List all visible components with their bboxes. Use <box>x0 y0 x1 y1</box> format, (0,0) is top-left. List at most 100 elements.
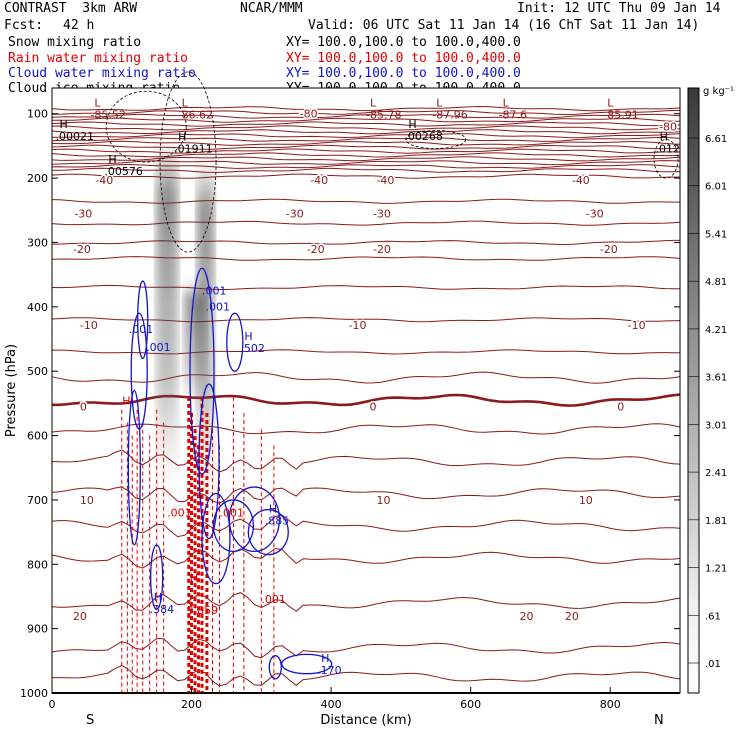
temperature-label: -20 <box>373 243 391 256</box>
isotherm-line <box>51 129 681 135</box>
extremum-value: -85.78 <box>366 109 401 122</box>
temperature-label: 0 <box>80 401 87 414</box>
extremum-value: .001 <box>167 506 192 519</box>
y-tick-label: 600 <box>27 430 48 443</box>
extremum-value: .502 <box>240 342 265 355</box>
extremum-mark: H <box>190 572 198 585</box>
temperature-label: -10 <box>349 319 367 332</box>
cloud-water-contour <box>150 544 164 610</box>
temperature-label: 10 <box>80 494 94 507</box>
colorbar-label: .01 <box>705 659 721 670</box>
extremum-value: .384 <box>150 603 175 616</box>
x-tick-label: 400 <box>321 698 342 711</box>
extremum-mark: L <box>436 97 443 110</box>
extremum-mark: L <box>607 97 614 110</box>
temperature-label: -20 <box>600 243 618 256</box>
extremum-mark: L <box>503 97 510 110</box>
temperature-label: -40 <box>376 174 394 187</box>
x-left-label: S <box>86 713 94 728</box>
y-tick-label: 300 <box>27 236 48 249</box>
cloud-water-contour <box>189 267 215 475</box>
legend-rain: Rain water mixing ratio <box>8 51 189 66</box>
temperature-label: -40 <box>95 174 113 187</box>
isotherm-line <box>51 637 681 659</box>
y-tick-label: 1000 <box>20 687 48 700</box>
temperature-label: -40 <box>572 174 590 187</box>
extremum-value: -86.62 <box>178 109 213 122</box>
temperature-label: -30 <box>286 208 304 221</box>
extremum-value: .00021 <box>55 130 94 143</box>
extremum-value: .01911 <box>174 143 213 156</box>
x-tick-label: 200 <box>181 698 202 711</box>
extremum-value: 3.859 <box>187 604 219 617</box>
extremum-value: .001 <box>129 323 154 336</box>
colorbar-label: 6.61 <box>705 134 727 145</box>
y-tick-label: 800 <box>27 558 48 571</box>
temperature-label: -10 <box>628 319 646 332</box>
cloud-water-contour <box>228 486 281 553</box>
colorbar-label: .61 <box>705 611 721 622</box>
cloud-water-contour <box>198 383 220 540</box>
isotherm-line <box>51 105 681 112</box>
legend-rain-xy: XY= 100.0,100.0 to 100.0,400.0 <box>286 51 521 66</box>
legend-cloud-water: Cloud water mixing ratio <box>8 66 196 81</box>
legend-cloud-water-xy: XY= 100.0,100.0 to 100.0,400.0 <box>286 66 521 81</box>
temperature-label: 10 <box>376 494 390 507</box>
extremum-value: .00268 <box>404 130 443 143</box>
temperature-label: 0 <box>369 401 376 414</box>
x-tick-label: 0 <box>49 698 56 711</box>
extremum-mark: H <box>154 591 162 604</box>
y-tick-label: 200 <box>27 172 48 185</box>
colorbar-label: 1.81 <box>705 516 727 527</box>
cloud-water-contour <box>130 312 148 430</box>
extremum-value: -87.6 <box>499 109 527 122</box>
x-tick-label: 800 <box>600 698 621 711</box>
isotherm-line <box>51 125 681 131</box>
extremum-value: .885 <box>265 515 290 528</box>
isotherm-line <box>51 109 681 116</box>
temperature-label: -30 <box>586 208 604 221</box>
temperature-label: -10 <box>80 319 98 332</box>
isotherm-line <box>51 133 681 139</box>
legend-snow: Snow mixing ratio <box>8 35 142 50</box>
temperature-label: -80 <box>659 121 677 134</box>
cloud-water-contour <box>212 499 255 553</box>
fcst-value: 42 h <box>63 18 95 33</box>
fcst-label: Fcst: <box>4 18 44 33</box>
y-tick-label: 400 <box>27 301 48 314</box>
colorbar-label: 2.41 <box>705 468 727 479</box>
colorbar-label: 5.41 <box>705 229 727 240</box>
cloud-water-contour <box>127 389 141 546</box>
snow-plume <box>156 142 179 488</box>
cloud-ice-contour <box>105 90 187 163</box>
colorbar-label: 1.21 <box>705 564 727 575</box>
y-tick-label: 900 <box>27 623 48 636</box>
plot-frame <box>51 87 681 694</box>
isotherm-line <box>51 137 681 142</box>
extremum-mark: L <box>370 97 377 110</box>
cloud-ice-contour <box>405 130 467 149</box>
valid-time: Valid: 06 UTC Sat 11 Jan 14 (16 ChT Sat … <box>308 18 700 33</box>
isotherm-line <box>51 121 681 127</box>
extremum-value: -87.96 <box>432 109 467 122</box>
y-tick-label: 700 <box>27 494 48 507</box>
extremum-value: .170 <box>317 664 342 677</box>
cloud-water-contour <box>201 492 231 585</box>
extremum-mark: H <box>408 118 416 131</box>
cloud-water-contour <box>268 655 282 680</box>
extremum-value: .012 <box>656 143 681 156</box>
colorbar-unit: g kg⁻¹ <box>703 86 734 97</box>
run-title: CONTRAST 3km ARW <box>4 1 138 16</box>
isotherm-line <box>51 592 681 612</box>
cloud-ice-contour <box>159 71 217 253</box>
extremum-mark: H <box>108 153 116 166</box>
x-right-label: N <box>654 713 664 728</box>
model-center: NCAR/MMM <box>240 1 303 16</box>
temperature-label: 20 <box>520 610 534 623</box>
extremum-mark: H <box>660 131 668 144</box>
extremum-mark: H <box>59 118 67 131</box>
extremum-value: .001 <box>261 593 286 606</box>
temperature-label: 20 <box>73 610 87 623</box>
cloud-water-contour <box>247 508 289 556</box>
temperature-label: -20 <box>307 243 325 256</box>
